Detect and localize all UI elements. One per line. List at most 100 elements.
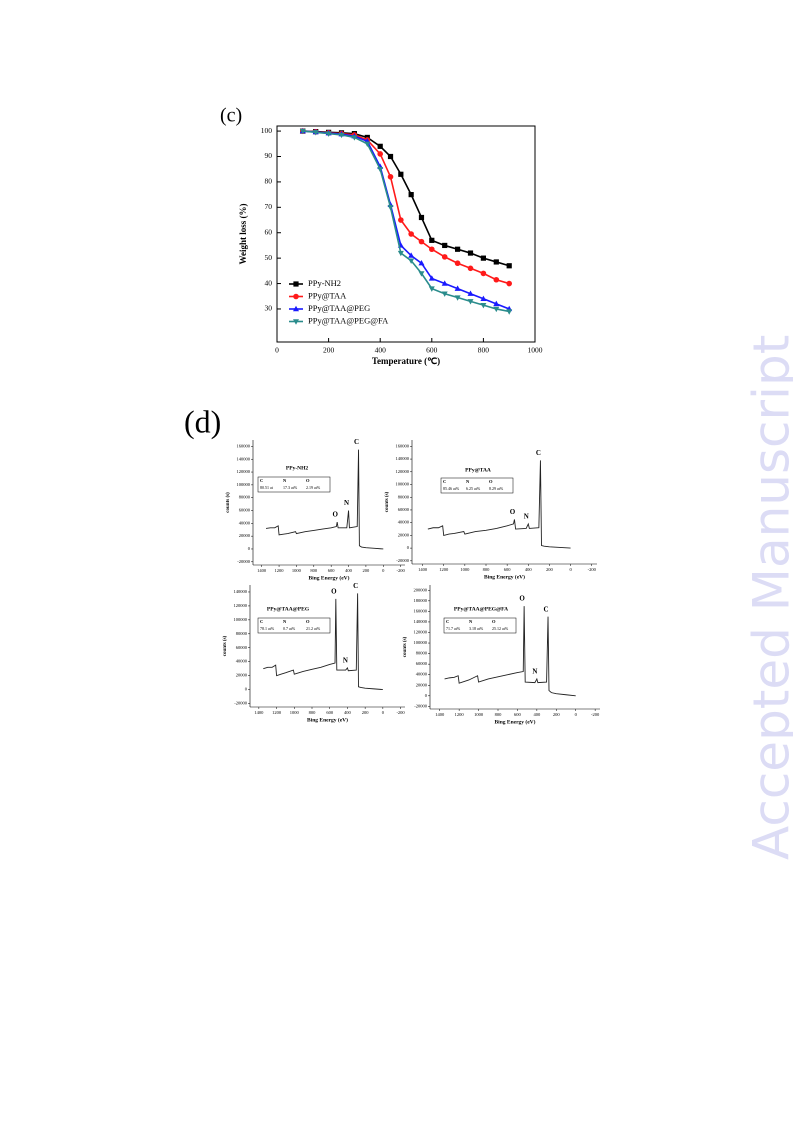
y-tick-label: 160000 [414, 608, 428, 613]
x-tick-label: -200 [396, 710, 405, 715]
table-header: N [283, 619, 287, 624]
y-tick-label: 20000 [398, 532, 410, 537]
inset-table [440, 477, 514, 494]
table-cell: 71.7 at% [446, 626, 461, 631]
x-tick-label: 1200 [455, 712, 465, 717]
x-tick-label: 800 [495, 712, 503, 717]
x-tick-label: 200 [553, 712, 561, 717]
table-cell: 21.2 at% [306, 626, 321, 631]
x-tick-label: -200 [588, 567, 597, 572]
x-tick-label: 800 [310, 568, 318, 573]
marker [506, 263, 512, 269]
table-cell: 80.51 at [260, 485, 274, 490]
x-axis-label: Bing Energy (eV) [309, 574, 350, 581]
marker [377, 143, 383, 149]
marker [467, 299, 474, 305]
peak-label: N [344, 499, 349, 507]
marker [408, 192, 414, 198]
peak-label: N [343, 657, 348, 665]
peak-label: C [354, 438, 359, 446]
y-tick-label: 0 [245, 687, 248, 692]
spectrum-line [427, 460, 571, 549]
y-tick-label: 100000 [237, 482, 251, 487]
marker [493, 259, 499, 265]
peak-label: C [353, 582, 358, 590]
marker [351, 135, 358, 141]
inset-table [257, 617, 331, 634]
x-tick-label: 1000 [290, 710, 300, 715]
panel-title: PPy@TAA@PEG@FA [454, 606, 508, 612]
y-tick-label: 60000 [239, 508, 251, 513]
y-axis-label: counts (s) [403, 636, 408, 657]
marker [408, 258, 415, 264]
marker [480, 255, 486, 261]
y-tick-label: 80000 [236, 631, 248, 636]
table-cell: 0.7 at% [283, 626, 296, 631]
x-tick-label: 1400 [418, 567, 428, 572]
y-tick-label: 20000 [416, 682, 428, 687]
x-tick-label: 1200 [272, 710, 282, 715]
y-tick-label: 70 [265, 202, 273, 211]
y-tick-label: 40000 [239, 520, 251, 525]
table-cell: 17.3 at% [283, 485, 298, 490]
table-cell: 25.12 at% [492, 626, 509, 631]
x-tick-label: 600 [514, 712, 522, 717]
y-tick-label: 120000 [396, 469, 410, 474]
series-line [302, 130, 510, 313]
y-tick-label: 140000 [396, 456, 410, 461]
x-tick-label: 600 [426, 346, 438, 355]
panel-title: PPy@TAA@PEG [267, 606, 310, 612]
y-tick-label: 80 [265, 177, 273, 186]
legend-label: PPy-NH2 [308, 278, 341, 288]
panel-label: (d) [184, 403, 221, 439]
table-header: O [489, 479, 493, 484]
x-tick-label: 600 [328, 568, 336, 573]
marker [428, 275, 435, 281]
y-tick-label: -20000 [234, 701, 247, 706]
marker [312, 130, 319, 136]
marker [364, 141, 371, 147]
marker [480, 270, 487, 277]
y-tick-label: 100000 [234, 617, 248, 622]
table-header: N [469, 619, 473, 624]
marker [338, 132, 345, 139]
y-tick-label: 20000 [236, 673, 248, 678]
y-tick-label: 0 [425, 693, 428, 698]
legend-marker [293, 305, 299, 312]
spectrum-line [263, 593, 383, 691]
y-axis-label: counts (s) [223, 635, 228, 656]
y-tick-label: 200000 [414, 587, 428, 592]
marker [493, 300, 500, 307]
marker [480, 295, 487, 301]
y-tick-label: 60 [265, 227, 273, 236]
x-tick-label: 1200 [275, 568, 285, 573]
x-tick-label: 200 [546, 567, 554, 572]
y-tick-label: 80000 [398, 494, 410, 499]
plot-frame [276, 125, 536, 343]
table-header: N [466, 479, 470, 484]
marker [408, 231, 414, 237]
peak-label: O [331, 588, 337, 596]
y-tick-label: 100 [261, 126, 273, 135]
table-header: N [283, 478, 287, 483]
x-tick-label: 0 [575, 712, 578, 717]
table-header: O [306, 619, 310, 624]
y-tick-label: 20000 [239, 533, 251, 538]
x-axis-label: Bing Energy (eV) [495, 718, 536, 725]
table-cell: 85.46 at% [443, 486, 460, 491]
marker [429, 237, 435, 243]
y-tick-label: 60000 [236, 645, 248, 650]
panel-title: PPy@TAA [465, 467, 491, 473]
marker [418, 271, 425, 277]
x-tick-label: 1000 [528, 346, 543, 355]
spectrum-line [444, 606, 576, 697]
table-header: O [492, 619, 496, 624]
legend-marker [293, 281, 299, 287]
table-header: C [260, 478, 263, 483]
legend-marker [293, 293, 299, 300]
x-tick-label: -200 [591, 712, 600, 717]
marker [454, 285, 461, 291]
y-tick-label: 120000 [237, 469, 251, 474]
x-axis-label: Bing Energy (eV) [307, 716, 348, 723]
